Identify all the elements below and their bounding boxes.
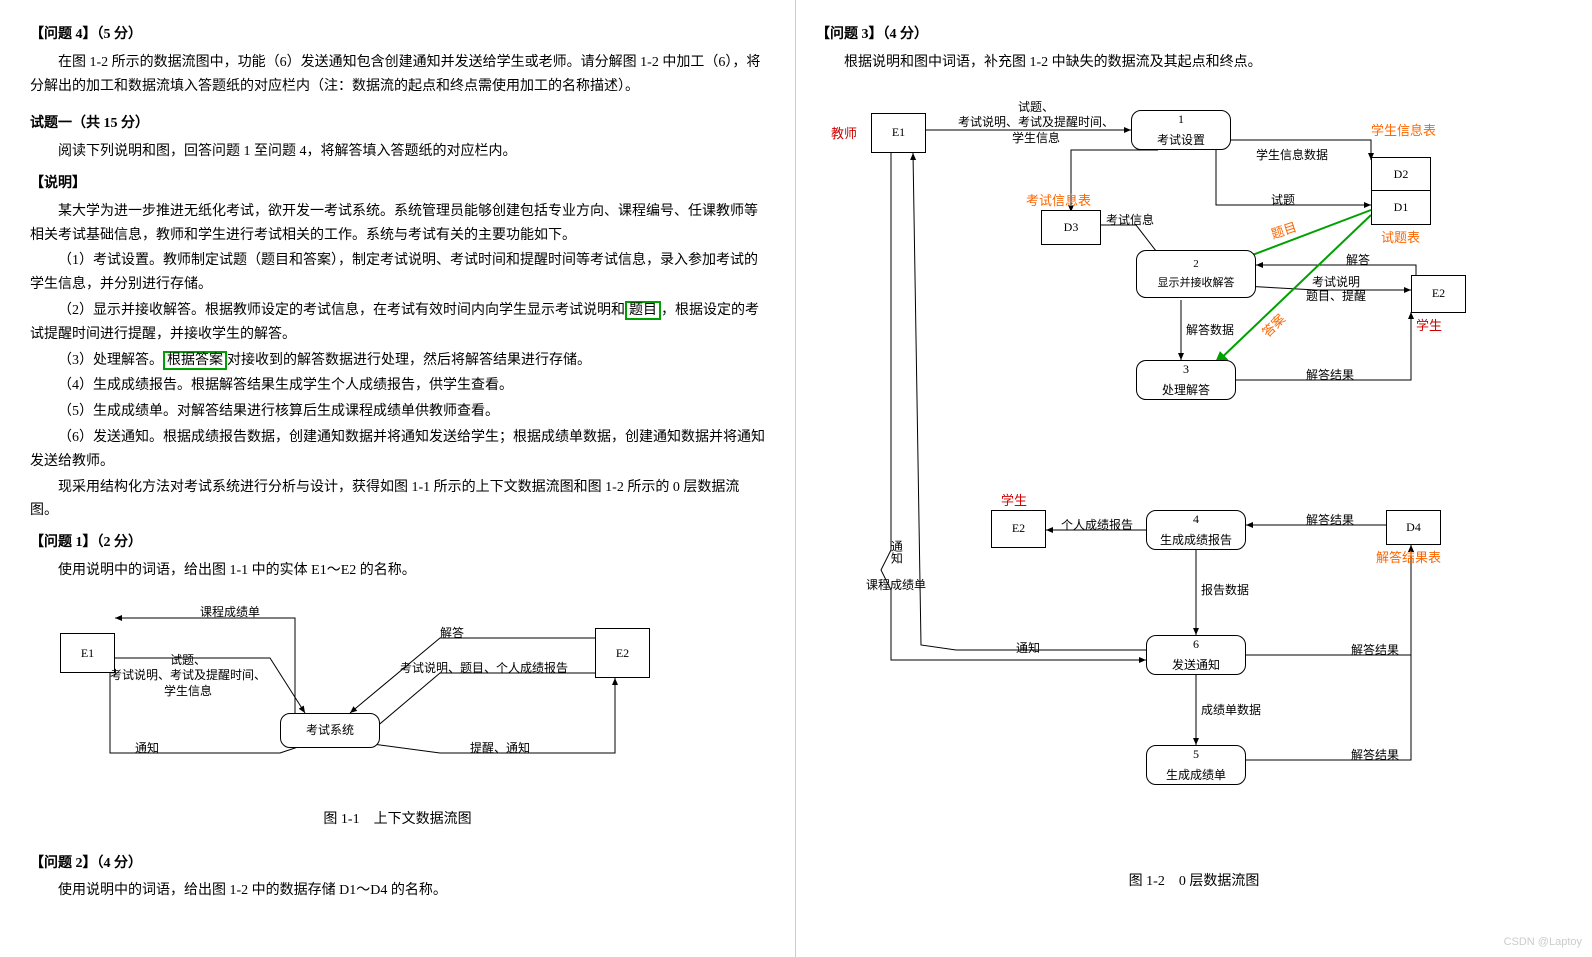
label-student-info: 学生信息表 bbox=[1371, 120, 1436, 142]
node-d4: D4 bbox=[1386, 510, 1441, 545]
label-question-table: 试题表 bbox=[1381, 227, 1420, 249]
highlight-timu: 题目 bbox=[625, 301, 661, 320]
t1-p1: 阅读下列说明和图，回答问题 1 至问题 4，将解答填入答题纸的对应栏内。 bbox=[30, 140, 765, 164]
expl-p1: 某大学为进一步推进无纸化考试，欲开发一考试系统。系统管理员能够创建包括专业方向、… bbox=[30, 200, 765, 248]
q2-head: 【问题 2】（4 分） bbox=[30, 852, 765, 876]
fig1-e1: E1 bbox=[60, 633, 115, 673]
fig1-diagram: E1 E2 考试系统 课程成绩单 试题、 考试说明、考试及提醒时间、 学生信息 … bbox=[40, 598, 740, 798]
right-panel: 【问题 3】（4 分） 根据说明和图中词语，补充图 1-2 中缺失的数据流及其起… bbox=[796, 0, 1592, 957]
node-p1: 1考试设置 bbox=[1131, 110, 1231, 150]
fig2-caption: 图 1-2 0 层数据流图 bbox=[816, 870, 1572, 894]
expl-p4: （3）处理解答。根据答案对接收到的解答数据进行处理，然后将解答结果进行存储。 bbox=[30, 349, 765, 373]
q4-head: 【问题 4】（5 分） bbox=[30, 23, 765, 47]
q2-p1: 使用说明中的词语，给出图 1-2 中的数据存储 D1～D4 的名称。 bbox=[30, 879, 765, 903]
label-answer-result: 解答结果表 bbox=[1376, 547, 1441, 569]
label-student1: 学生 bbox=[1416, 315, 1442, 337]
node-p4: 4生成成绩报告 bbox=[1146, 510, 1246, 550]
q3-head: 【问题 3】（4 分） bbox=[816, 23, 1572, 47]
node-p5: 5生成成绩单 bbox=[1146, 745, 1246, 785]
q1-p1: 使用说明中的词语，给出图 1-1 中的实体 E1～E2 的名称。 bbox=[30, 559, 765, 583]
left-panel: 【问题 4】（5 分） 在图 1-2 所示的数据流图中，功能（6）发送通知包含创… bbox=[0, 0, 796, 957]
node-e2a: E2 bbox=[1411, 275, 1466, 313]
t1-head: 试题一（共 15 分） bbox=[30, 112, 765, 136]
label-student2: 学生 bbox=[1001, 490, 1027, 512]
fig1-caption: 图 1-1 上下文数据流图 bbox=[30, 808, 765, 832]
label-teacher: 教师 bbox=[831, 123, 857, 145]
expl-p2: （1）考试设置。教师制定试题（题目和答案），制定考试说明、考试时间和提醒时间等考… bbox=[30, 249, 765, 297]
expl-p8: 现采用结构化方法对考试系统进行分析与设计，获得如图 1-1 所示的上下文数据流图… bbox=[30, 476, 765, 524]
expl-p3: （2）显示并接收解答。根据教师设定的考试信息，在考试有效时间内向学生显示考试说明… bbox=[30, 299, 765, 347]
expl-p7: （6）发送通知。根据成绩报告数据，创建通知数据并将通知发送给学生；根据成绩单数据… bbox=[30, 426, 765, 474]
node-e1: E1 bbox=[871, 113, 926, 153]
label-timu: 题目 bbox=[1268, 216, 1300, 245]
expl-head: 【说明】 bbox=[30, 172, 765, 196]
highlight-daan: 根据答案 bbox=[163, 351, 227, 370]
expl-p5: （4）生成成绩报告。根据解答结果生成学生个人成绩报告，供学生查看。 bbox=[30, 374, 765, 398]
fig2-diagram: E1 1考试设置 D2 D1 D3 2显示并接收解答 E2 3处理解答 E2 4… bbox=[816, 90, 1566, 860]
q3-p1: 根据说明和图中词语，补充图 1-2 中缺失的数据流及其起点和终点。 bbox=[816, 51, 1572, 75]
node-p3: 3处理解答 bbox=[1136, 360, 1236, 400]
watermark: CSDN @Laptoy bbox=[1504, 933, 1582, 952]
node-p6: 6发送通知 bbox=[1146, 635, 1246, 675]
q4-p1: 在图 1-2 所示的数据流图中，功能（6）发送通知包含创建通知并发送给学生或老师… bbox=[30, 51, 765, 99]
node-d1: D1 bbox=[1371, 190, 1431, 225]
node-d2: D2 bbox=[1371, 157, 1431, 192]
fig1-center: 考试系统 bbox=[280, 713, 380, 748]
q1-head: 【问题 1】（2 分） bbox=[30, 531, 765, 555]
label-exam-info: 考试信息表 bbox=[1026, 190, 1091, 212]
node-d3: D3 bbox=[1041, 210, 1101, 245]
node-p2: 2显示并接收解答 bbox=[1136, 250, 1256, 298]
fig1-e2: E2 bbox=[595, 628, 650, 678]
label-daan: 答案 bbox=[1257, 309, 1291, 343]
node-e2b: E2 bbox=[991, 510, 1046, 548]
expl-p6: （5）生成成绩单。对解答结果进行核算后生成课程成绩单供教师查看。 bbox=[30, 400, 765, 424]
